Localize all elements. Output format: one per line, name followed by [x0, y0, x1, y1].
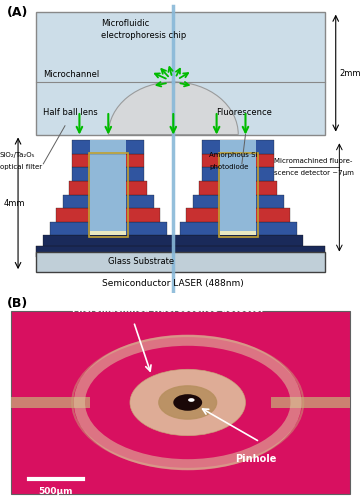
- Bar: [220, 208, 256, 222]
- Bar: [72, 140, 144, 154]
- Bar: [90, 208, 126, 222]
- Bar: [36, 252, 325, 272]
- Text: Micromachined fluore-: Micromachined fluore-: [274, 158, 353, 164]
- Bar: [220, 181, 256, 194]
- Wedge shape: [108, 82, 238, 134]
- Bar: [90, 168, 126, 181]
- Bar: [193, 194, 284, 208]
- Text: scence detector ~7μm: scence detector ~7μm: [274, 170, 354, 175]
- Bar: [220, 222, 256, 235]
- Bar: [271, 398, 350, 407]
- Bar: [90, 154, 126, 235]
- Bar: [220, 168, 256, 181]
- Text: 4mm: 4mm: [4, 199, 25, 208]
- Bar: [220, 194, 256, 208]
- Bar: [199, 181, 277, 194]
- Bar: [56, 208, 160, 222]
- Bar: [90, 181, 126, 194]
- Bar: [186, 208, 290, 222]
- Bar: [89, 153, 128, 236]
- Text: Amorphous Si: Amorphous Si: [209, 152, 258, 158]
- Bar: [90, 230, 126, 235]
- Bar: [69, 181, 147, 194]
- Bar: [63, 194, 154, 208]
- Bar: [72, 168, 144, 181]
- Bar: [11, 311, 350, 494]
- Text: (A): (A): [7, 6, 29, 19]
- Text: Half ball lens: Half ball lens: [43, 108, 98, 117]
- Text: 500μm: 500μm: [39, 486, 73, 496]
- Bar: [220, 140, 256, 154]
- Bar: [36, 12, 325, 134]
- Circle shape: [130, 370, 245, 436]
- Circle shape: [188, 398, 195, 402]
- Bar: [220, 154, 256, 235]
- Bar: [50, 222, 167, 235]
- Bar: [43, 235, 173, 248]
- Bar: [202, 154, 274, 168]
- Circle shape: [173, 394, 202, 411]
- Text: SiO₂/Ta₂O₅: SiO₂/Ta₂O₅: [0, 152, 35, 158]
- Text: (B): (B): [7, 296, 29, 310]
- Bar: [11, 398, 90, 407]
- Bar: [220, 154, 256, 168]
- Bar: [90, 194, 126, 208]
- Bar: [36, 246, 325, 258]
- Text: photodiode: photodiode: [209, 164, 249, 170]
- Bar: [180, 222, 297, 235]
- Bar: [90, 140, 126, 154]
- Bar: [202, 140, 274, 154]
- Bar: [173, 235, 303, 248]
- Text: Microfluidic: Microfluidic: [101, 19, 149, 28]
- Text: optical filter: optical filter: [0, 164, 42, 170]
- Text: Micromachined fluorescence detector: Micromachined fluorescence detector: [72, 305, 265, 314]
- Text: Fluorescence: Fluorescence: [217, 108, 273, 117]
- Bar: [202, 168, 274, 181]
- Circle shape: [159, 386, 217, 419]
- Text: Semiconductor LASER (488nm): Semiconductor LASER (488nm): [103, 279, 244, 288]
- Text: Glass Substrate: Glass Substrate: [108, 258, 174, 266]
- Text: 2mm: 2mm: [339, 68, 361, 78]
- Bar: [220, 230, 256, 235]
- Bar: [90, 222, 126, 235]
- Bar: [90, 154, 126, 168]
- Text: Pinhole: Pinhole: [235, 454, 276, 464]
- Text: electrophoresis chip: electrophoresis chip: [101, 30, 186, 40]
- Text: Microchannel: Microchannel: [43, 70, 100, 79]
- Bar: [219, 153, 258, 236]
- Bar: [72, 154, 144, 168]
